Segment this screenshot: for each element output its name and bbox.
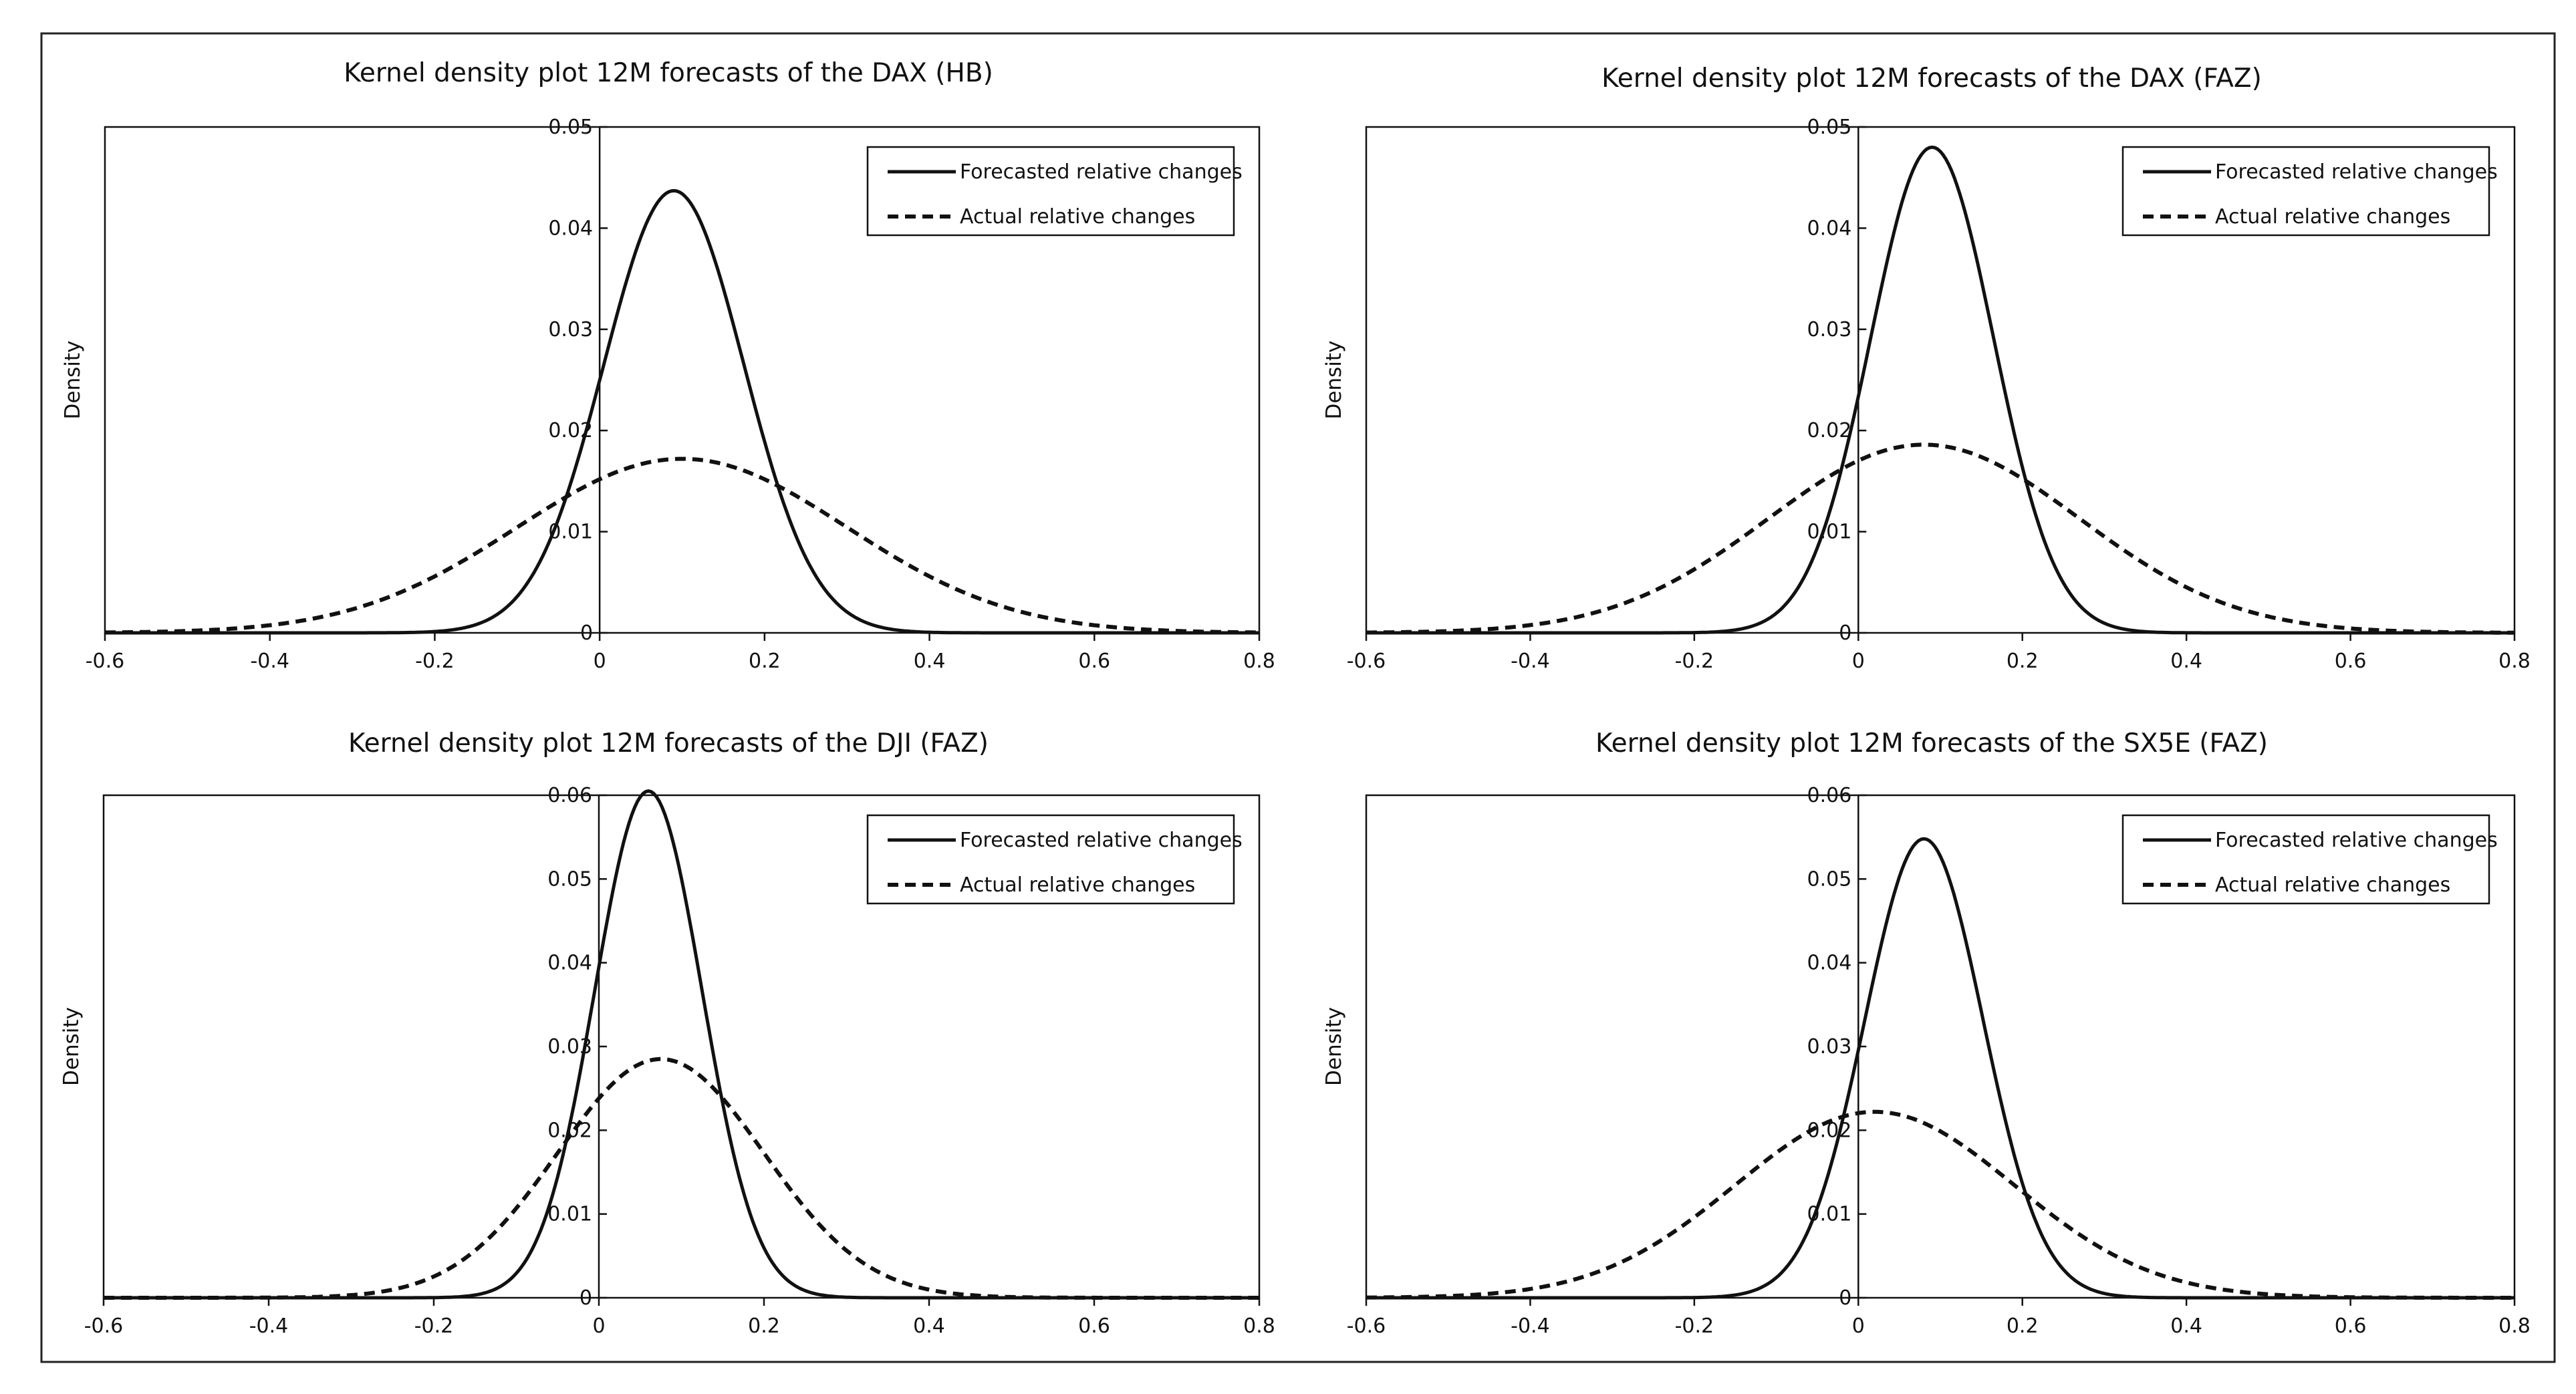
chart-panels: Kernel density plot 12M forecasts of the… bbox=[59, 58, 2531, 1338]
forecasted-changes-curve bbox=[105, 188, 1259, 635]
x-tick-label: -0.2 bbox=[1675, 650, 1714, 673]
y-tick-label: 0.06 bbox=[1807, 784, 1851, 807]
x-tick-label: 0.2 bbox=[2007, 650, 2039, 673]
chart-title: Kernel density plot 12M forecasts of the… bbox=[344, 58, 993, 88]
x-tick-label: -0.2 bbox=[414, 1314, 454, 1338]
plot-area-border bbox=[1365, 794, 2516, 1299]
y-tick-label: 0.04 bbox=[1807, 952, 1851, 975]
x-tick-label: -0.4 bbox=[1511, 650, 1550, 673]
y-tick-label: 0.05 bbox=[548, 116, 593, 139]
y-tick-label: 0.02 bbox=[1807, 419, 1851, 442]
x-tick-label: 0.2 bbox=[749, 650, 781, 673]
actual-changes-curve bbox=[1366, 442, 2515, 635]
legend-box bbox=[866, 146, 1235, 237]
chart-panel-3: Kernel density plot 12M forecasts of the… bbox=[59, 728, 1275, 1338]
forecasted-changes-curve bbox=[1366, 145, 2515, 635]
y-tick-label: 0.04 bbox=[547, 952, 592, 975]
x-tick-label: -0.6 bbox=[84, 1314, 124, 1338]
plot-area-border bbox=[102, 794, 1261, 1299]
y-tick-label: 0.06 bbox=[547, 784, 592, 807]
x-tick-label: 0.2 bbox=[748, 1314, 780, 1338]
y-tick-label: 0.04 bbox=[1807, 217, 1851, 240]
y-tick-label: 0.03 bbox=[1807, 1035, 1851, 1059]
x-tick-label: 0.2 bbox=[2007, 1314, 2039, 1338]
y-tick-label: 0.05 bbox=[547, 867, 592, 891]
chart-title: Kernel density plot 12M forecasts of the… bbox=[348, 728, 989, 758]
y-tick-label: 0.05 bbox=[1807, 867, 1851, 891]
x-tick-label: 0.8 bbox=[2498, 1314, 2531, 1338]
y-tick-label: 0.01 bbox=[1807, 521, 1851, 544]
legend: Forecasted relative changes Actual relati… bbox=[2121, 814, 2498, 905]
x-tick-label: 0.4 bbox=[2170, 650, 2202, 673]
legend-box bbox=[2121, 814, 2490, 905]
x-tick-label: 0.6 bbox=[1078, 650, 1110, 673]
y-tick-label: 0.05 bbox=[1807, 116, 1851, 139]
x-tick-label: -0.6 bbox=[86, 650, 125, 673]
actual-changes-curve bbox=[1366, 1109, 2515, 1300]
x-tick-label: 0.4 bbox=[2170, 1314, 2202, 1338]
actual-changes-curve bbox=[105, 456, 1259, 635]
plot-area-border bbox=[104, 126, 1261, 634]
legend-box bbox=[2121, 146, 2490, 237]
x-tick-label: 0.6 bbox=[2335, 1314, 2367, 1338]
x-tick-label: -0.2 bbox=[415, 650, 455, 673]
y-tick-label: 0.03 bbox=[1807, 318, 1851, 341]
x-tick-label: -0.6 bbox=[1347, 1314, 1386, 1338]
legend: Forecasted relative changes Actual relati… bbox=[866, 146, 1243, 237]
forecasted-changes-curve bbox=[1366, 837, 2515, 1300]
y-axis-label: Density bbox=[61, 341, 85, 420]
y-tick-label: 0.03 bbox=[548, 318, 593, 341]
y-tick-label: 0 bbox=[580, 621, 593, 645]
chart-panel-1: Kernel density plot 12M forecasts of the… bbox=[61, 58, 1275, 673]
y-axis-label: Density bbox=[1322, 341, 1346, 420]
plot-area-border bbox=[1365, 126, 2516, 634]
x-tick-label: 0 bbox=[592, 1314, 605, 1338]
chart-title: Kernel density plot 12M forecasts of the… bbox=[1595, 728, 2268, 758]
x-tick-label: 0.8 bbox=[2498, 650, 2531, 673]
chart-title: Kernel density plot 12M forecasts of the… bbox=[1601, 63, 2262, 94]
legend: Forecasted relative changes Actual relati… bbox=[866, 814, 1243, 905]
y-tick-label: 0 bbox=[1839, 621, 1851, 645]
legend-label: Forecasted relative changes bbox=[2215, 160, 2498, 184]
x-tick-label: 0.4 bbox=[914, 650, 946, 673]
legend-box bbox=[866, 814, 1235, 905]
legend-label: Actual relative changes bbox=[2215, 205, 2450, 229]
legend-label: Actual relative changes bbox=[2215, 873, 2450, 897]
legend-label: Actual relative changes bbox=[960, 205, 1195, 229]
legend-label: Actual relative changes bbox=[960, 873, 1195, 897]
x-tick-label: -0.4 bbox=[1511, 1314, 1550, 1338]
actual-changes-curve bbox=[104, 1057, 1259, 1300]
x-tick-label: 0 bbox=[1852, 1314, 1865, 1338]
y-tick-label: 0.04 bbox=[548, 217, 593, 240]
figure-frame bbox=[40, 32, 2556, 1363]
legend: Forecasted relative changes Actual relati… bbox=[2121, 146, 2498, 237]
x-tick-label: -0.2 bbox=[1675, 1314, 1714, 1338]
x-tick-label: 0.6 bbox=[2335, 650, 2367, 673]
legend-label: Forecasted relative changes bbox=[960, 829, 1243, 852]
y-tick-label: 0 bbox=[579, 1286, 592, 1310]
chart-panel-4: Kernel density plot 12M forecasts of the… bbox=[1322, 728, 2531, 1338]
y-axis-label: Density bbox=[59, 1007, 84, 1086]
y-tick-label: 0 bbox=[1839, 1286, 1851, 1310]
x-tick-label: -0.4 bbox=[249, 1314, 289, 1338]
x-tick-label: 0.8 bbox=[1243, 650, 1275, 673]
x-tick-label: 0 bbox=[594, 650, 606, 673]
x-tick-label: 0 bbox=[1852, 650, 1865, 673]
x-tick-label: 0.6 bbox=[1078, 1314, 1110, 1338]
x-tick-label: -0.4 bbox=[250, 650, 289, 673]
chart-panel-2: Kernel density plot 12M forecasts of the… bbox=[1322, 63, 2531, 673]
x-tick-label: -0.6 bbox=[1347, 650, 1386, 673]
y-tick-label: 0.01 bbox=[547, 1203, 592, 1226]
legend-label: Forecasted relative changes bbox=[2215, 829, 2498, 852]
legend-label: Forecasted relative changes bbox=[960, 160, 1243, 184]
y-axis-label: Density bbox=[1322, 1007, 1346, 1086]
x-tick-label: 0.4 bbox=[913, 1314, 945, 1338]
x-tick-label: 0.8 bbox=[1243, 1314, 1275, 1338]
